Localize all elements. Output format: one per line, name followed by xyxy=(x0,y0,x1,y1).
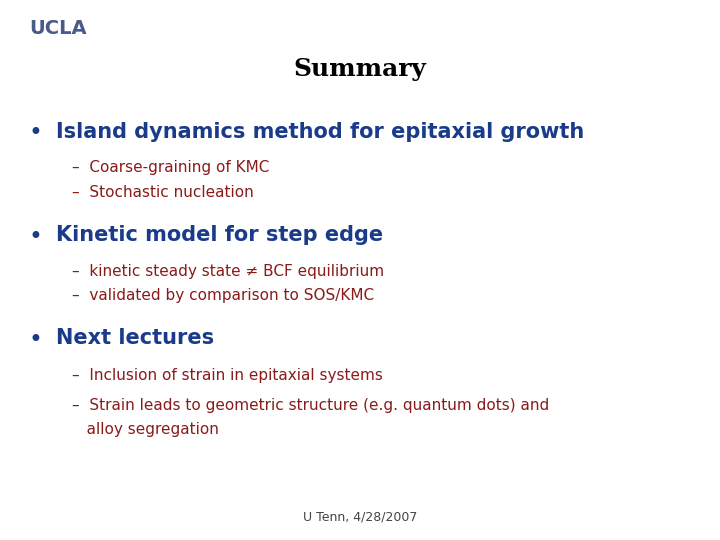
Text: –  Inclusion of strain in epitaxial systems: – Inclusion of strain in epitaxial syste… xyxy=(72,368,383,383)
Text: –  kinetic steady state ≠ BCF equilibrium: – kinetic steady state ≠ BCF equilibrium xyxy=(72,264,384,279)
Text: –  validated by comparison to SOS/KMC: – validated by comparison to SOS/KMC xyxy=(72,288,374,303)
Text: •: • xyxy=(29,328,42,352)
Text: UCLA: UCLA xyxy=(29,19,86,38)
Text: alloy segregation: alloy segregation xyxy=(72,422,219,437)
Text: –  Coarse-graining of KMC: – Coarse-graining of KMC xyxy=(72,160,269,176)
Text: •: • xyxy=(29,225,42,249)
Text: Next lectures: Next lectures xyxy=(56,328,215,348)
Text: Summary: Summary xyxy=(294,57,426,80)
Text: –  Strain leads to geometric structure (e.g. quantum dots) and: – Strain leads to geometric structure (e… xyxy=(72,398,549,413)
Text: U Tenn, 4/28/2007: U Tenn, 4/28/2007 xyxy=(303,511,417,524)
Text: Island dynamics method for epitaxial growth: Island dynamics method for epitaxial gro… xyxy=(56,122,585,141)
Text: Kinetic model for step edge: Kinetic model for step edge xyxy=(56,225,383,245)
Text: –  Stochastic nucleation: – Stochastic nucleation xyxy=(72,185,253,200)
Text: •: • xyxy=(29,122,42,145)
